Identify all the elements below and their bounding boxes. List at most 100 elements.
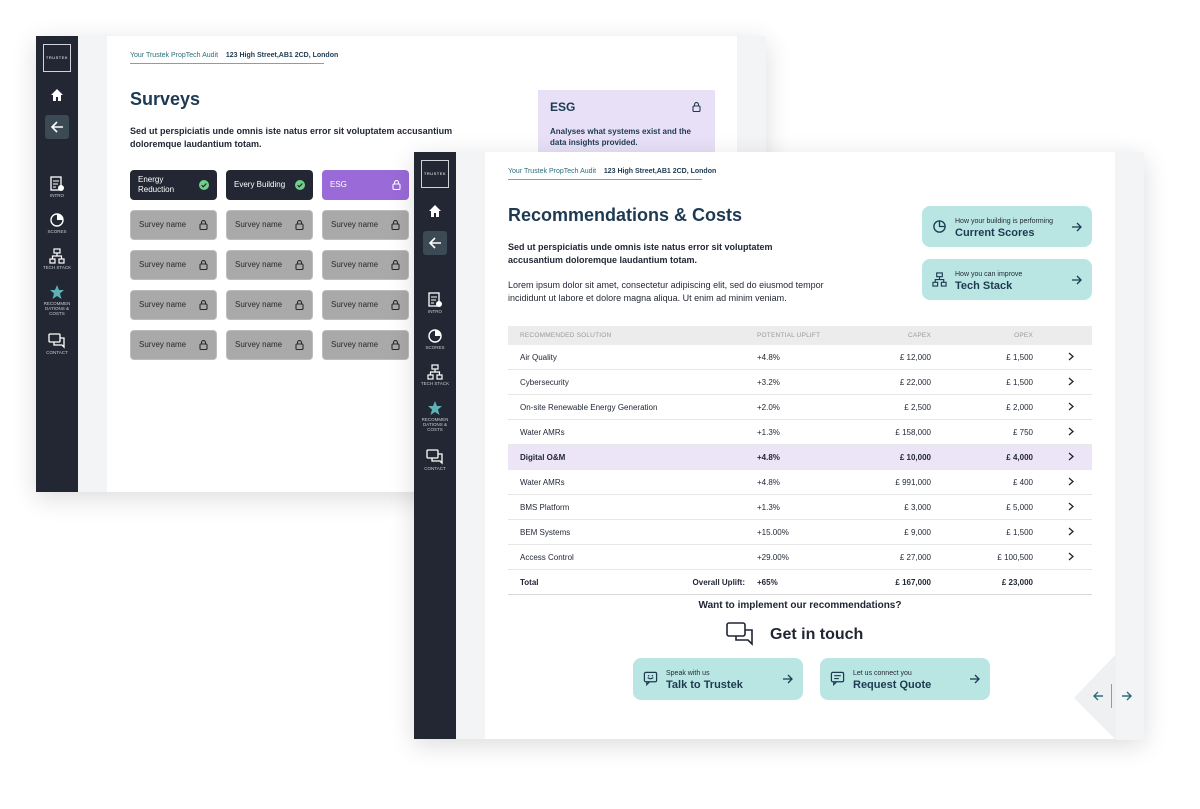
lock-icon	[199, 300, 208, 310]
survey-tile-locked[interactable]: Survey name	[226, 290, 313, 320]
survey-tile-label: Survey name	[235, 300, 283, 309]
lock-icon	[295, 220, 304, 230]
prev-page-button[interactable]	[1092, 690, 1104, 702]
table-row[interactable]: Cybersecurity +3.2% £ 22,000 £ 1,500	[508, 369, 1092, 395]
survey-tile-locked[interactable]: Survey name	[322, 290, 409, 320]
page-title: Recommendations & Costs	[508, 205, 743, 225]
row-chevron[interactable]	[1034, 519, 1092, 545]
survey-tile-locked[interactable]: Survey name	[322, 250, 409, 280]
row-chevron[interactable]	[1034, 394, 1092, 420]
survey-tile-locked[interactable]: Survey name	[130, 290, 217, 320]
table-row[interactable]: BMS Platform +1.3% £ 3,000 £ 5,000	[508, 494, 1092, 520]
total-capex: £ 167,000	[848, 569, 932, 595]
document-info-icon	[428, 292, 442, 307]
chevron-right-icon	[1068, 352, 1074, 360]
cell-capex: £ 9,000	[848, 519, 932, 545]
table-row[interactable]: Water AMRs +4.8% £ 991,000 £ 400	[508, 469, 1092, 495]
back-button[interactable]	[423, 231, 447, 255]
page-intro: Sed ut perspiciatis unde omnis iste natu…	[130, 126, 453, 149]
row-chevron[interactable]	[1034, 544, 1092, 570]
current-scores-button[interactable]: How your building is performing Current …	[922, 206, 1092, 247]
home-icon[interactable]	[50, 88, 64, 102]
survey-tile-label: Survey name	[139, 300, 187, 309]
survey-tile-energy-reduction[interactable]: Energy Reduction	[130, 170, 217, 200]
survey-tile-locked[interactable]: Survey name	[322, 330, 409, 360]
survey-tile-locked[interactable]: Survey name	[322, 210, 409, 240]
survey-tile-locked[interactable]: Survey name	[226, 250, 313, 280]
survey-tile-locked[interactable]: Survey name	[130, 250, 217, 280]
survey-tile-label: Survey name	[139, 220, 187, 229]
star-icon	[50, 285, 64, 299]
lock-icon	[391, 300, 400, 310]
page-title: Surveys	[130, 89, 201, 109]
arrow-right-icon	[970, 674, 980, 684]
overall-uplift-label: Overall Uplift:	[692, 577, 745, 587]
cell-opex: £ 750	[932, 419, 1034, 445]
chat-bubbles-icon	[726, 622, 753, 646]
sidebar-item-contact[interactable]: CONTACT	[414, 449, 456, 471]
chevron-right-icon	[1068, 377, 1074, 385]
survey-tile-label: Survey name	[235, 260, 283, 269]
trustek-logo: TRUSTEK	[43, 44, 71, 72]
cell-capex: £ 10,000	[848, 444, 932, 470]
table-row[interactable]: Water AMRs +1.3% £ 158,000 £ 750	[508, 419, 1092, 445]
row-chevron[interactable]	[1034, 369, 1092, 395]
survey-tile-locked[interactable]: Survey name	[226, 210, 313, 240]
lock-icon	[391, 260, 400, 270]
col-action	[1034, 326, 1092, 345]
row-chevron[interactable]	[1034, 469, 1092, 495]
row-chevron[interactable]	[1034, 419, 1092, 445]
lock-icon	[295, 300, 304, 310]
total-uplift: +65%	[756, 569, 848, 595]
cell-solution: Water AMRs	[508, 419, 756, 445]
talk-to-trustek-button[interactable]: Speak with us Talk to Trustek	[633, 658, 803, 700]
home-icon[interactable]	[428, 204, 442, 218]
row-chevron[interactable]	[1034, 444, 1092, 470]
tech-stack-button[interactable]: How you can improve Tech Stack	[922, 259, 1092, 300]
sidebar-item-intro[interactable]: INTRO	[36, 176, 78, 198]
table-row[interactable]: BEM Systems +15.00% £ 9,000 £ 1,500	[508, 519, 1092, 545]
pie-chart-icon	[933, 220, 946, 233]
cell-solution: Cybersecurity	[508, 369, 756, 395]
sidebar-item-scores[interactable]: SCORES	[414, 328, 456, 350]
back-button[interactable]	[45, 115, 69, 139]
total-label: Total	[520, 577, 539, 587]
survey-tile-locked[interactable]: Survey name	[226, 330, 313, 360]
col-capex: CAPEX	[848, 326, 932, 345]
sidebar-item-tech-stack[interactable]: TECH STACK	[414, 364, 456, 386]
sidebar-item-recommendations[interactable]: RECOMMEN DATIONS & COSTS	[36, 284, 78, 316]
sidebar-item-recommendations[interactable]: RECOMMEN DATIONS & COSTS	[414, 400, 456, 432]
table-row[interactable]: Access Control +29.00% £ 27,000 £ 100,500	[508, 544, 1092, 570]
row-chevron[interactable]	[1034, 494, 1092, 520]
survey-tile-label: Survey name	[331, 300, 379, 309]
survey-tile-every-building[interactable]: Every Building	[226, 170, 313, 200]
survey-tile-locked[interactable]: Survey name	[130, 330, 217, 360]
survey-tile-label: Survey name	[235, 340, 283, 349]
arrow-right-icon	[783, 674, 793, 684]
sidebar-item-scores[interactable]: SCORES	[36, 212, 78, 234]
survey-tile-locked[interactable]: Survey name	[130, 210, 217, 240]
breadcrumb: Your Trustek PropTech Audit 123 High Str…	[508, 168, 717, 175]
survey-tile-esg[interactable]: ESG	[322, 170, 409, 200]
col-opex: OPEX	[932, 326, 1034, 345]
sidebar: TRUSTEK INTRO SCORES TECH STACK RECOMMEN…	[36, 36, 78, 492]
cell-solution: Air Quality	[508, 345, 756, 370]
sidebar-item-intro[interactable]: INTRO	[414, 292, 456, 314]
cell-uplift: +1.3%	[756, 494, 848, 520]
cell-solution: Digital O&M	[508, 444, 756, 470]
cell-opex: £ 1,500	[932, 369, 1034, 395]
table-row[interactable]: Digital O&M +4.8% £ 10,000 £ 4,000	[508, 444, 1092, 470]
table-row[interactable]: On-site Renewable Energy Generation +2.0%…	[508, 394, 1092, 420]
table-row[interactable]: Air Quality +4.8% £ 12,000 £ 1,500	[508, 345, 1092, 370]
chat-bubbles-icon	[426, 449, 443, 465]
request-quote-button[interactable]: Let us connect you Request Quote	[820, 658, 990, 700]
chat-bubbles-icon	[48, 333, 65, 349]
next-page-button[interactable]	[1121, 690, 1133, 702]
sidebar-item-tech-stack[interactable]: TECH STACK	[36, 248, 78, 270]
sidebar-item-contact[interactable]: CONTACT	[36, 333, 78, 355]
cell-uplift: +3.2%	[756, 369, 848, 395]
total-opex: £ 23,000	[932, 569, 1034, 595]
survey-tile-label: Survey name	[139, 340, 187, 349]
cell-opex: £ 2,000	[932, 394, 1034, 420]
row-chevron[interactable]	[1034, 345, 1092, 370]
